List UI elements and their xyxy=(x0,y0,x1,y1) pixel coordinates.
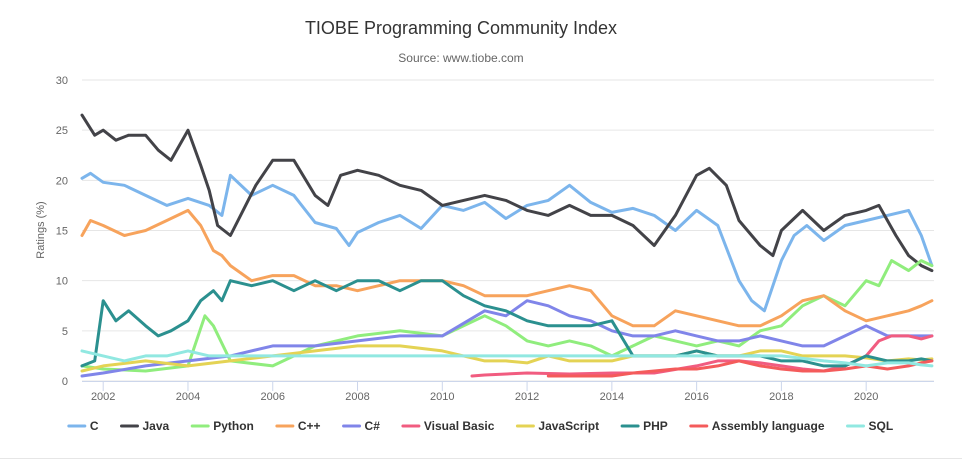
x-tick-label: 2012 xyxy=(515,391,539,403)
x-tick-label: 2014 xyxy=(600,391,624,403)
series-line-visual-basic[interactable] xyxy=(470,334,934,378)
legend-item-python[interactable]: Python xyxy=(190,419,254,433)
legend-label: JavaScript xyxy=(538,419,599,433)
chart-subtitle: Source: www.tiobe.com xyxy=(398,51,523,65)
series-line-assembly-language[interactable] xyxy=(546,359,934,378)
y-tick-label: 30 xyxy=(56,75,68,87)
legend-item-assembly-language[interactable]: Assembly language xyxy=(689,419,825,433)
series-line-c[interactable] xyxy=(80,299,934,378)
legend-item-sql[interactable]: SQL xyxy=(846,419,894,433)
legend-label: Java xyxy=(142,419,169,433)
y-tick-label: 15 xyxy=(56,226,68,238)
x-tick-label: 2020 xyxy=(854,391,878,403)
legend-item-java[interactable]: Java xyxy=(119,419,170,433)
series-line-c[interactable] xyxy=(80,171,934,313)
bottom-divider xyxy=(0,458,962,459)
series-line-c[interactable] xyxy=(80,208,934,328)
x-tick-label: 2010 xyxy=(430,391,454,403)
legend-item-javascript[interactable]: JavaScript xyxy=(515,419,599,433)
y-axis-title: Ratings (%) xyxy=(35,201,47,258)
series-line-java[interactable] xyxy=(80,113,934,273)
legend-label: SQL xyxy=(869,419,894,433)
legend-label: Python xyxy=(213,419,254,433)
x-tick-label: 2016 xyxy=(684,391,708,403)
x-tick-label: 2002 xyxy=(91,391,115,403)
x-tick-label: 2018 xyxy=(769,391,793,403)
x-tick-label: 2008 xyxy=(345,391,369,403)
chart-title: TIOBE Programming Community Index xyxy=(305,18,617,38)
x-tick-label: 2004 xyxy=(176,391,200,403)
series-line-sql[interactable] xyxy=(80,349,934,368)
y-tick-label: 10 xyxy=(56,276,68,288)
legend-item-c[interactable]: C xyxy=(67,419,99,433)
y-tick-label: 5 xyxy=(62,326,68,338)
legend-label: PHP xyxy=(643,419,668,433)
y-tick-label: 0 xyxy=(62,376,68,388)
y-tick-label: 20 xyxy=(56,175,68,187)
series-lines xyxy=(80,113,934,378)
legend-item-php[interactable]: PHP xyxy=(620,419,668,433)
legend-label: Assembly language xyxy=(712,419,825,433)
legend-item-visual-basic[interactable]: Visual Basic xyxy=(401,419,495,433)
legend-label: C++ xyxy=(298,419,321,433)
legend-label: C# xyxy=(365,419,381,433)
legend-label: C xyxy=(90,419,99,433)
axes: 0 5 10 15 20 25 30 2002 2004 2006 2008 2010 2012 2014… xyxy=(56,75,934,403)
grid-lines xyxy=(82,79,934,382)
series-line-javascript[interactable] xyxy=(80,344,934,373)
legend[interactable]: C Java Python C++ C# Visual Basic JavaScript PH… xyxy=(67,419,894,433)
y-tick-label: 25 xyxy=(56,125,68,137)
series-line-php[interactable] xyxy=(80,279,934,368)
x-tick-label: 2006 xyxy=(261,391,285,403)
legend-item-c[interactable]: C# xyxy=(342,419,381,433)
legend-item-c[interactable]: C++ xyxy=(275,419,321,433)
legend-label: Visual Basic xyxy=(424,419,495,433)
